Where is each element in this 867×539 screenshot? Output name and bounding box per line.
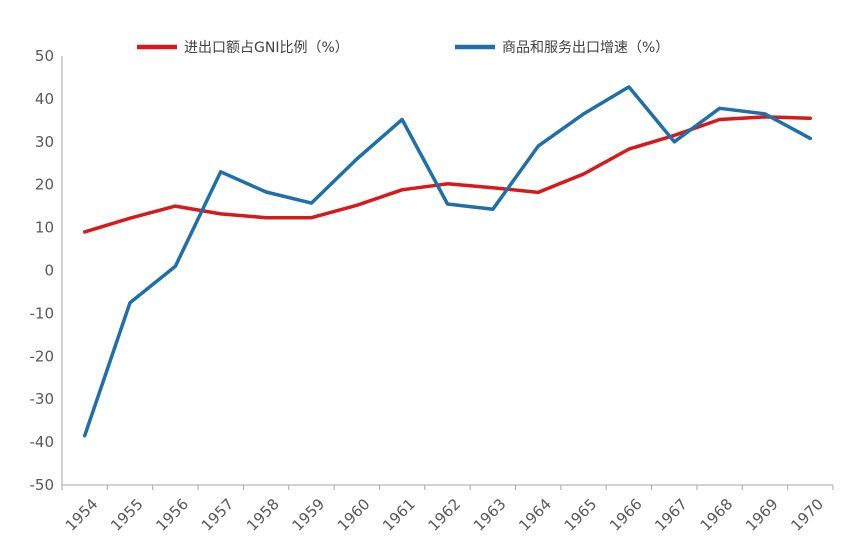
legend-label-gni-ratio: 进出口额占GNI比例（%） <box>184 40 349 56</box>
y-tick-label: -10 <box>30 304 55 322</box>
y-tick-label: -50 <box>30 476 55 494</box>
x-tick-label: 1966 <box>606 495 646 535</box>
x-tick-label: 1969 <box>742 495 782 535</box>
y-tick-label: 20 <box>35 176 54 194</box>
x-tick-label: 1955 <box>107 495 147 535</box>
y-axis-ticks: 50 40 30 20 10 0 -10 -20 -30 -40 -50 <box>30 47 55 494</box>
y-tick-label: -40 <box>30 433 55 451</box>
x-tick-label: 1960 <box>334 495 374 535</box>
x-tick-label: 1970 <box>787 495 827 535</box>
legend-label-export-growth: 商品和服务出口增速（%） <box>502 40 669 56</box>
x-tick-label: 1957 <box>198 495 238 535</box>
x-tick-label: 1954 <box>62 495 102 535</box>
legend: 进出口额占GNI比例（%） 商品和服务出口增速（%） <box>137 40 669 56</box>
x-tick-label: 1961 <box>379 495 419 535</box>
x-tick-label: 1964 <box>515 495 555 535</box>
x-tick-label: 1967 <box>651 495 691 535</box>
y-tick-label: -30 <box>30 390 55 408</box>
x-tick-label: 1958 <box>243 495 283 535</box>
y-tick-label: 30 <box>35 133 54 151</box>
x-tick-label: 1968 <box>697 495 737 535</box>
y-tick-label: 0 <box>44 262 54 280</box>
x-axis-ticks: 1954 1955 1956 1957 1958 1959 1960 1961 1962 1963… <box>61 485 834 535</box>
x-tick-label: 1962 <box>425 495 465 535</box>
y-tick-label: 10 <box>35 219 54 237</box>
series-line-export-growth <box>82 85 813 438</box>
y-tick-label: 40 <box>35 90 54 108</box>
y-tick-label: 50 <box>35 47 54 65</box>
x-tick-label: 1959 <box>288 495 328 535</box>
x-tick-label: 1965 <box>561 495 601 535</box>
x-tick-label: 1963 <box>470 495 510 535</box>
series-layer <box>82 85 813 438</box>
y-tick-label: -20 <box>30 347 55 365</box>
x-tick-label: 1956 <box>152 495 192 535</box>
series-line-gni-ratio <box>82 115 813 234</box>
